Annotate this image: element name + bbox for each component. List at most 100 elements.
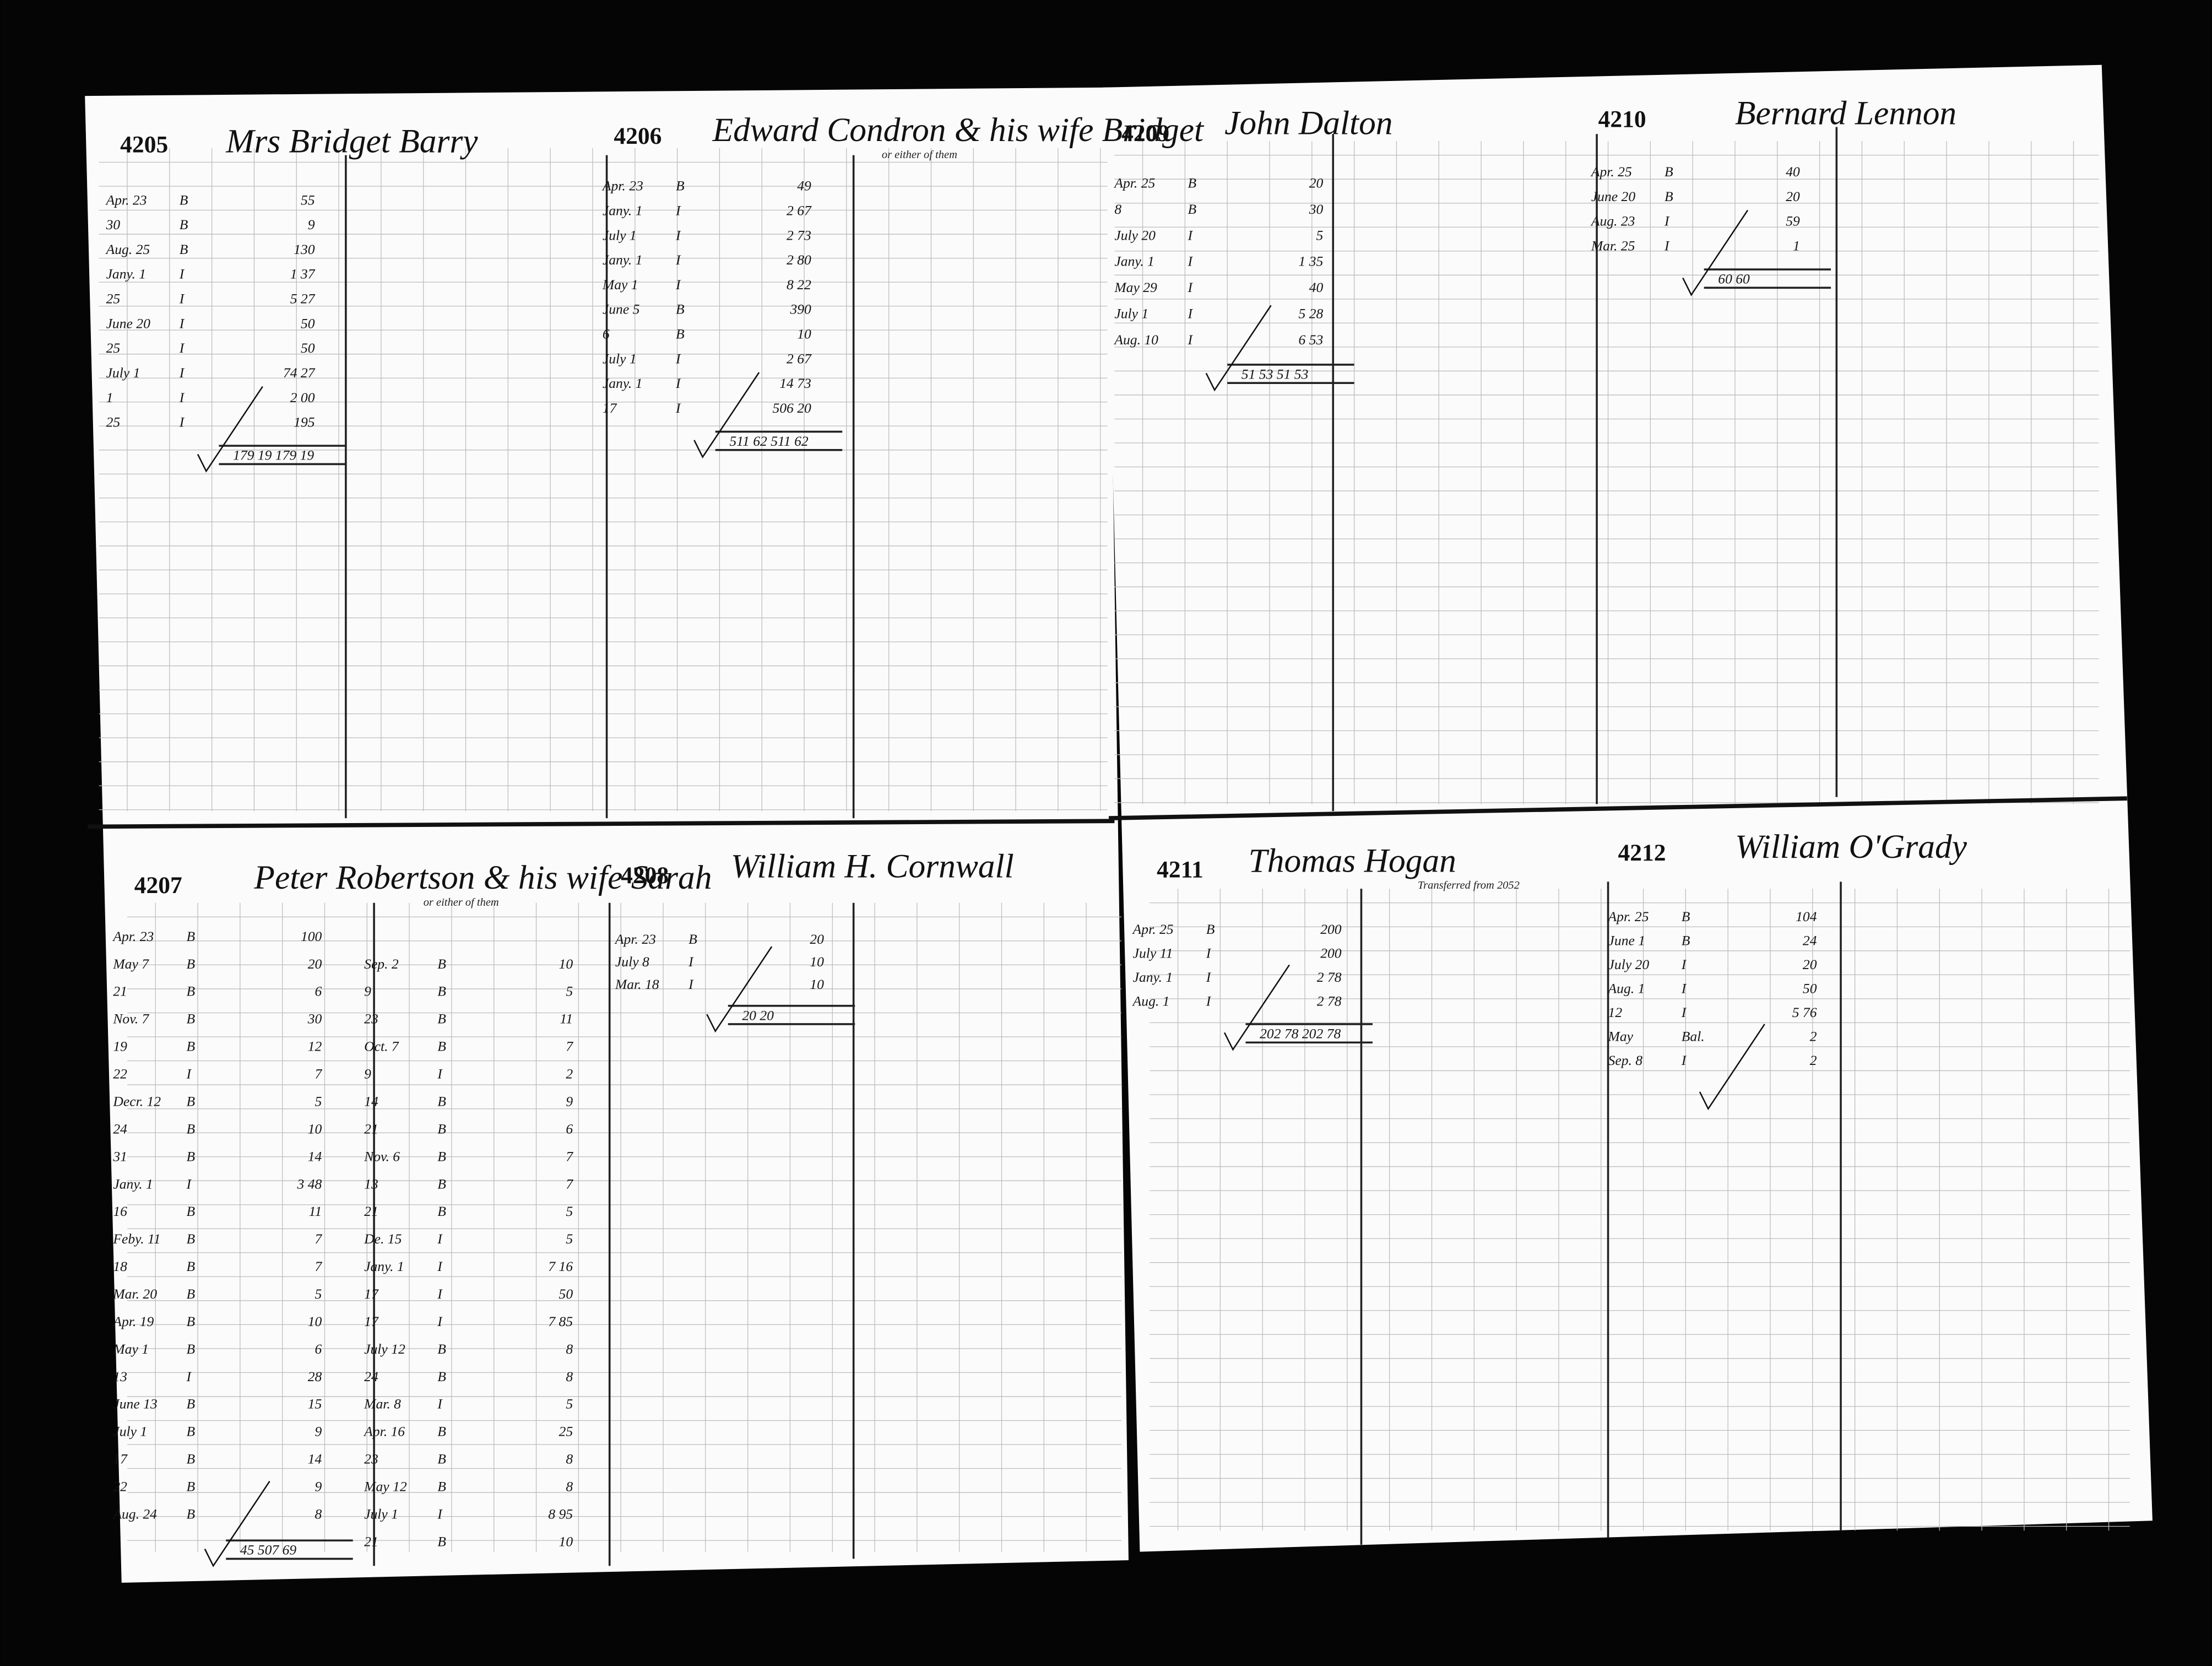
- account-number: 4210: [1598, 106, 1646, 132]
- entry-code: I: [1188, 332, 1194, 348]
- entry-code: B: [437, 1093, 446, 1109]
- entry-date: Sep. 8: [1608, 1052, 1643, 1068]
- entry-date: Jany. 1: [603, 252, 643, 268]
- entry-amount: 5 76: [1792, 1004, 1817, 1020]
- entry-code: B: [437, 1203, 446, 1219]
- entry-code: I: [1681, 956, 1687, 972]
- entry-date: Mar. 25: [1591, 237, 1635, 253]
- entry-code: I: [1206, 993, 1212, 1009]
- entry-code: B: [187, 1451, 196, 1467]
- entry-amount: 3 48: [297, 1176, 322, 1192]
- account-name: William H. Cornwall: [731, 848, 1014, 885]
- entry-amount: 2 67: [787, 202, 812, 218]
- entry-date: May 1: [112, 1341, 149, 1357]
- entry-code: B: [1665, 164, 1673, 180]
- check-mark: [197, 386, 263, 473]
- entry-amount: 5: [566, 1203, 573, 1219]
- entry-amount: 7 85: [548, 1313, 573, 1329]
- entry-date: July 20: [1608, 956, 1650, 972]
- entry-code: I: [675, 350, 681, 366]
- entry-code: B: [676, 301, 685, 317]
- entry-code: I: [179, 365, 185, 381]
- entry-amount: 50: [559, 1286, 573, 1302]
- entry-code: I: [1188, 279, 1194, 295]
- divider: [1109, 796, 2127, 820]
- entry-code: B: [437, 1368, 446, 1384]
- entry-date: 21: [364, 1203, 378, 1219]
- entry-amount: 200: [1320, 921, 1342, 937]
- entry-date: Oct. 7: [364, 1038, 399, 1054]
- entry-amount: 20: [1309, 175, 1324, 191]
- entry-date: Apr. 23: [614, 931, 656, 947]
- entry-code: B: [437, 1451, 446, 1467]
- entry-amount: 130: [294, 241, 315, 257]
- entry-date: 24: [113, 1121, 127, 1137]
- entry-date: Apr. 25: [1113, 175, 1155, 191]
- entry-date: Mar. 18: [615, 976, 659, 992]
- entry-amount: 40: [1786, 164, 1800, 180]
- entry-date: Decr. 12: [112, 1093, 161, 1109]
- entry-amount: 8 95: [548, 1506, 573, 1522]
- check-mark: [204, 1480, 270, 1567]
- entry-date: Aug. 24: [112, 1506, 157, 1522]
- entry-date: May 7: [112, 956, 149, 972]
- entry-amount: 74 27: [283, 365, 316, 381]
- entry-code: I: [186, 1066, 192, 1082]
- account-name: Peter Robertson & his wife Sarah: [253, 859, 712, 896]
- entry-code: B: [187, 1478, 196, 1494]
- account-number: 4211: [1157, 857, 1203, 883]
- entry-date: De. 15: [364, 1231, 402, 1247]
- entry-date: June 13: [113, 1396, 157, 1412]
- entry-amount: 5 28: [1299, 305, 1324, 321]
- entry-code: B: [676, 178, 685, 194]
- entry-date: Aug. 23: [1590, 213, 1635, 229]
- entry-code: I: [675, 252, 681, 268]
- entry-amount: 9: [308, 217, 315, 232]
- entry-amount: 6: [566, 1121, 573, 1137]
- entry-code: I: [179, 291, 185, 307]
- entry-date: July 12: [364, 1341, 405, 1357]
- entry-date: May 12: [364, 1478, 407, 1494]
- entry-amount: 5 27: [290, 291, 316, 307]
- entry-code: I: [675, 227, 681, 243]
- entry-amount: 25: [559, 1424, 573, 1440]
- account-number: 4212: [1618, 840, 1666, 866]
- entry-amount: 1 37: [290, 266, 316, 282]
- entry-code: B: [437, 1121, 446, 1137]
- entry-date: 21: [364, 1533, 378, 1549]
- entry-amount: 5: [566, 1396, 573, 1412]
- grid: [99, 127, 2130, 1566]
- entry-date: Aug. 25: [105, 241, 150, 257]
- entry-code: B: [187, 928, 196, 944]
- entry-date: Apr. 23: [601, 178, 643, 194]
- entry-date: July 11: [1133, 945, 1173, 961]
- entry-code: B: [688, 931, 697, 947]
- entry-amount: 9: [315, 1424, 322, 1440]
- entry-code: B: [187, 1424, 196, 1440]
- entry-amount: 100: [301, 928, 322, 944]
- entry-amount: 7: [566, 1148, 573, 1164]
- entry-amount: 2 78: [1317, 993, 1342, 1009]
- entry-amount: 7: [566, 1176, 573, 1192]
- entry-date: July 1: [364, 1506, 398, 1522]
- entry-code: I: [1206, 969, 1212, 985]
- account-note: or either of them: [424, 896, 499, 908]
- entry-amount: 2 78: [1317, 969, 1342, 985]
- entry-amount: 506 20: [772, 400, 811, 416]
- entry-amount: 20: [308, 956, 322, 972]
- entry-date: Jany. 1: [1133, 969, 1173, 985]
- entry-amount: 11: [309, 1203, 322, 1219]
- entry-amount: 2 00: [290, 390, 315, 405]
- check-mark: [706, 946, 773, 1033]
- entry-code: B: [437, 1038, 446, 1054]
- entry-code: I: [1188, 253, 1194, 269]
- entry-amount: 1: [1793, 237, 1800, 253]
- entry-amount: 10: [559, 956, 573, 972]
- entry-date: 1: [106, 390, 113, 405]
- entry-date: May 1: [602, 277, 638, 293]
- entry-date: June 20: [1591, 188, 1636, 204]
- entry-code: I: [179, 340, 185, 356]
- entry-date: 21: [364, 1121, 378, 1137]
- entry-date: Nov. 7: [112, 1011, 149, 1027]
- account-name: Edward Condron & his wife Bridget: [712, 111, 1205, 149]
